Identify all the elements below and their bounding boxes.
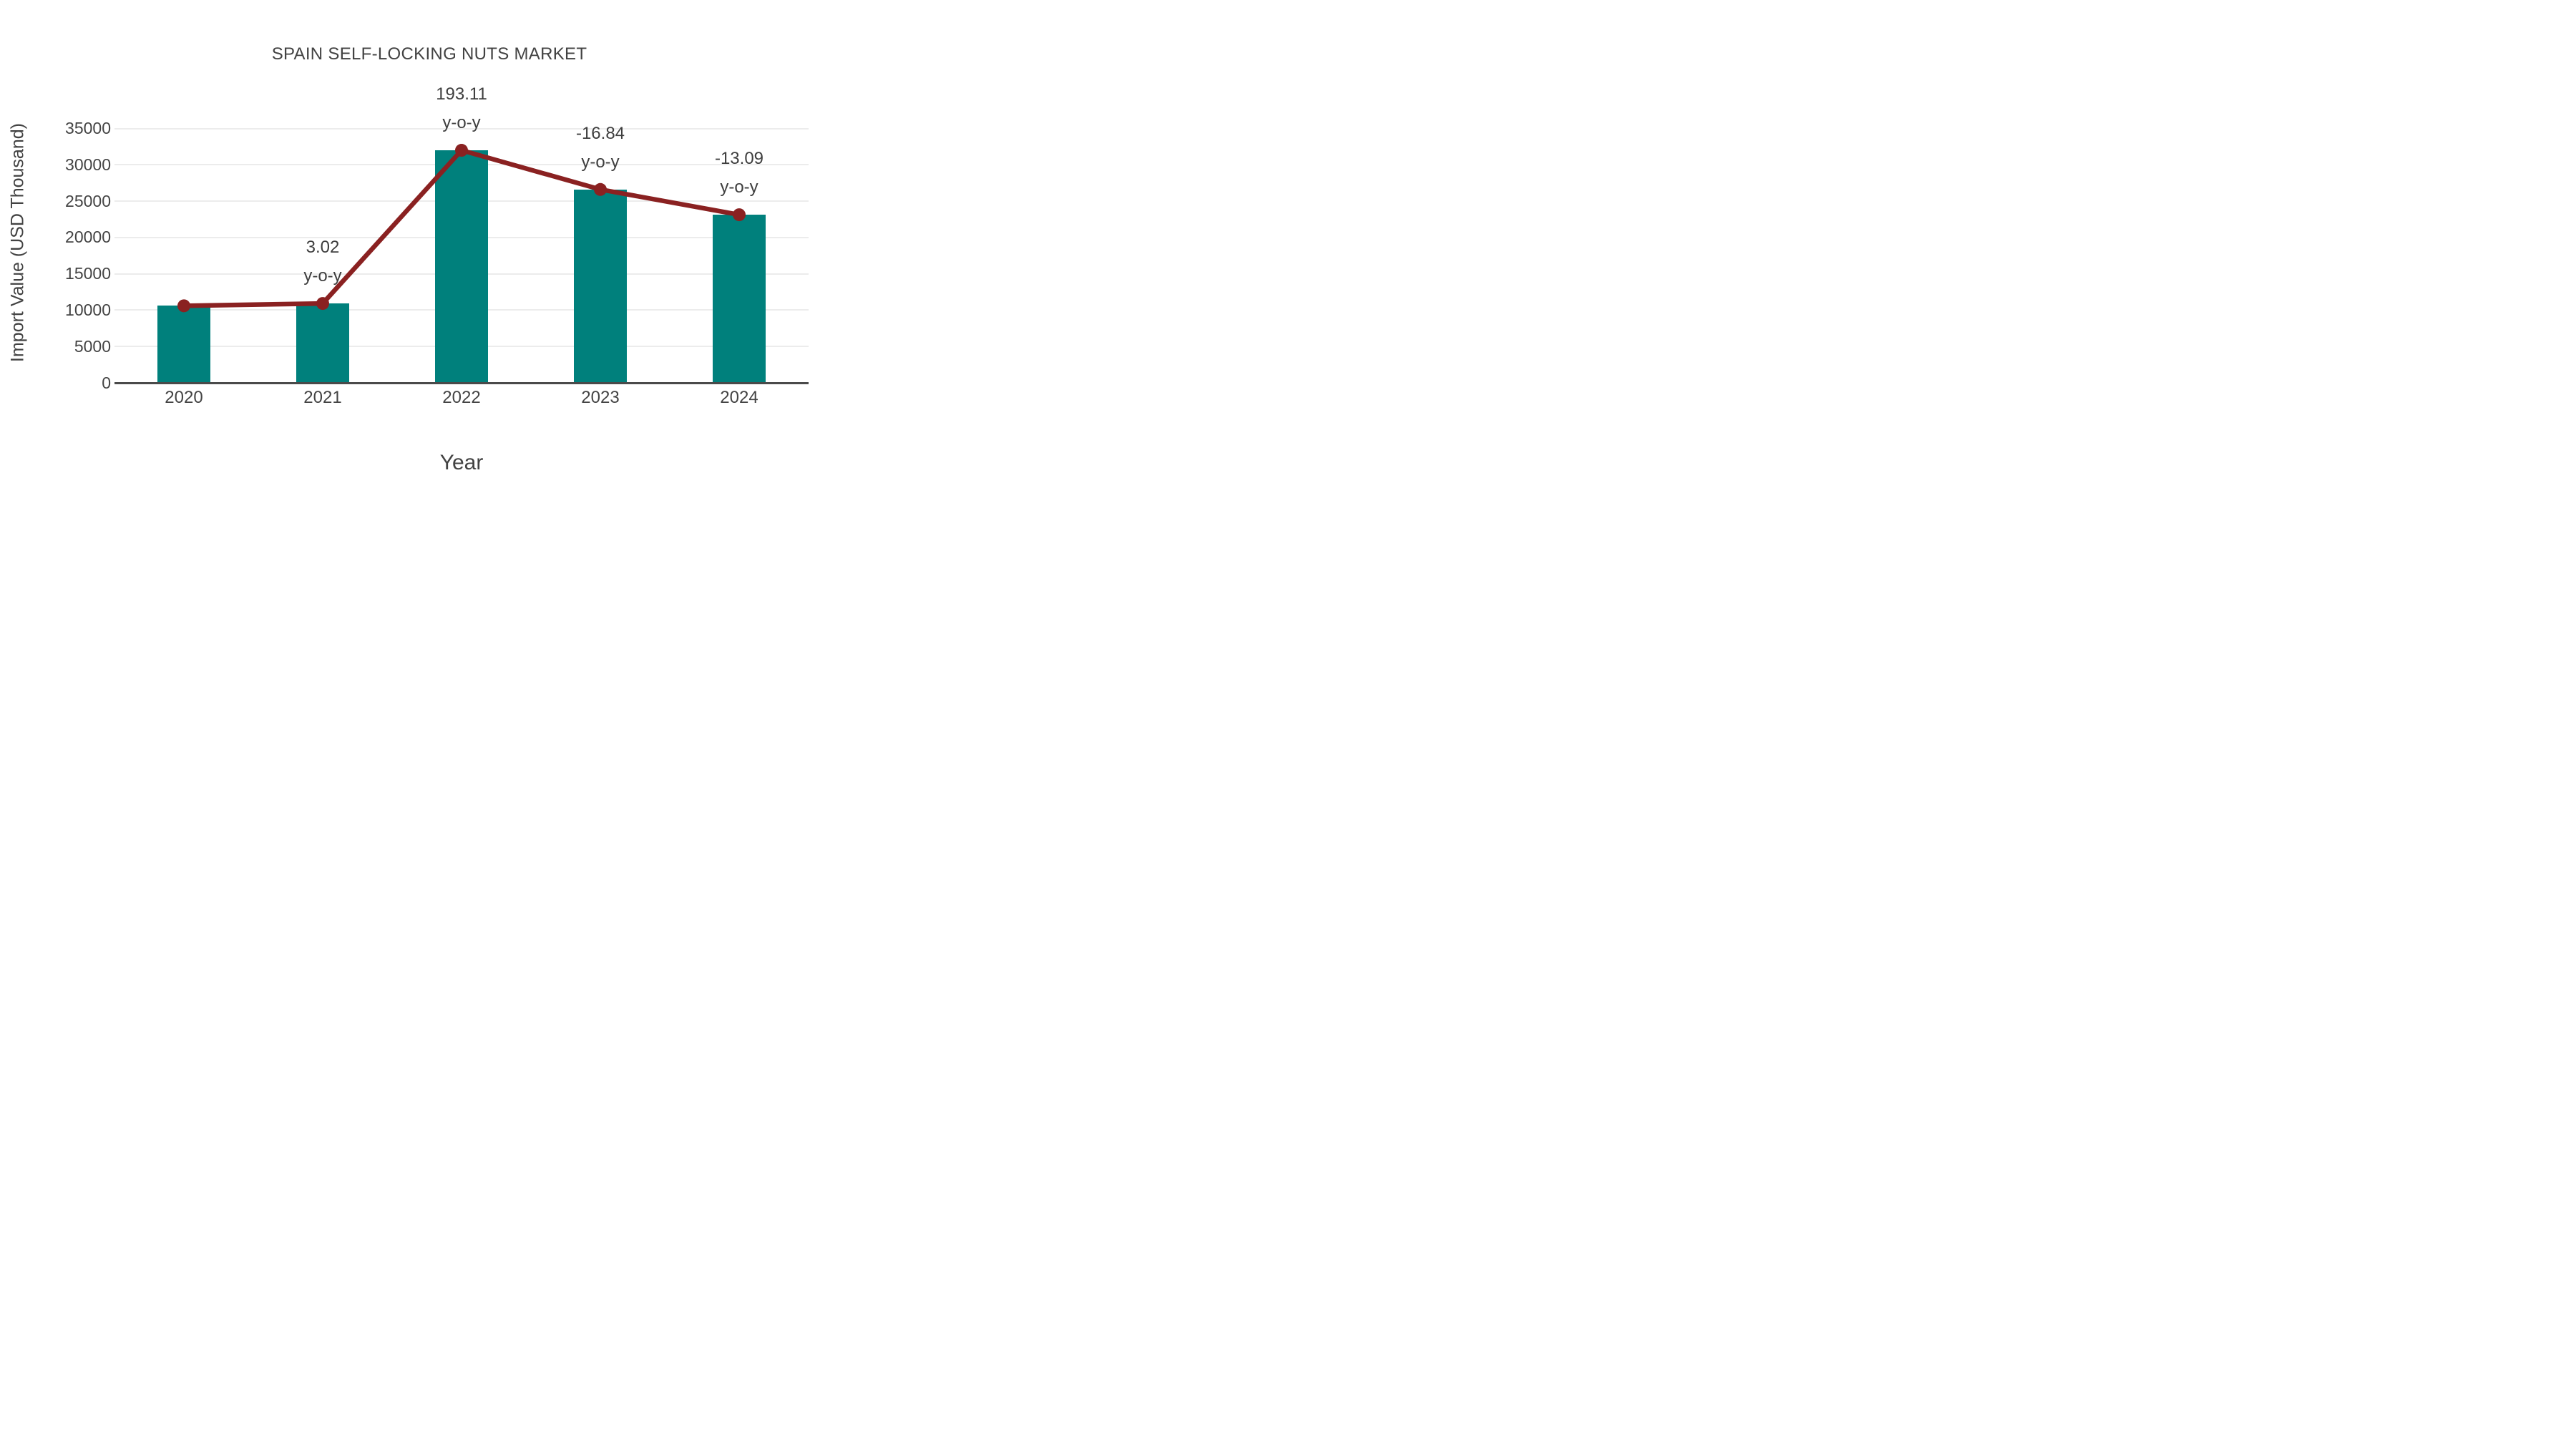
annotation-2021: 3.02 y-o-y (303, 233, 341, 291)
chart-figure: SPAIN SELF-LOCKING NUTS MARKET Import Va… (0, 0, 859, 483)
y-tick-label-10000: 10000 (65, 300, 111, 319)
annotation-2022-line-1: 193.11 (436, 84, 487, 104)
y-tick-label-0: 0 (102, 373, 111, 392)
annotation-2023: -16.84 y-o-y (576, 119, 625, 177)
annotation-2021-line-2: y-o-y (303, 266, 342, 286)
bar-2020 (157, 306, 210, 383)
y-tick-label-15000: 15000 (65, 264, 111, 283)
annotation-2024-line-2: y-o-y (720, 177, 758, 197)
x-tick-label-2024: 2024 (720, 388, 758, 407)
gridline-35000 (114, 127, 809, 130)
x-tick-label-2021: 2021 (303, 388, 342, 407)
y-tick-label-25000: 25000 (65, 191, 111, 210)
annotation-2023-line-2: y-o-y (581, 152, 620, 172)
annotation-2024: -13.09 y-o-y (715, 145, 763, 202)
annotation-2022-line-2: y-o-y (442, 113, 481, 133)
x-tick-label-2020: 2020 (165, 388, 203, 407)
x-axis-line (114, 382, 809, 384)
annotation-2024-line-1: -13.09 (714, 149, 764, 169)
y-tick-label-20000: 20000 (65, 228, 111, 247)
annotation-2021-line-1: 3.02 (306, 238, 340, 258)
bar-2023 (574, 189, 627, 383)
bar-2022 (435, 150, 488, 383)
annotation-2022: 193.11 y-o-y (436, 80, 487, 137)
bar-2024 (713, 215, 766, 383)
chart-title: SPAIN SELF-LOCKING NUTS MARKET (271, 44, 587, 64)
x-axis-title: Year (439, 451, 484, 474)
y-tick-label-30000: 30000 (65, 155, 111, 174)
y-tick-label-5000: 5000 (74, 336, 111, 356)
x-tick-label-2022: 2022 (442, 388, 481, 407)
annotation-2023-line-1: -16.84 (575, 123, 625, 143)
bar-2021 (296, 303, 349, 383)
y-tick-label-35000: 35000 (65, 119, 111, 138)
x-tick-label-2023: 2023 (581, 388, 620, 407)
